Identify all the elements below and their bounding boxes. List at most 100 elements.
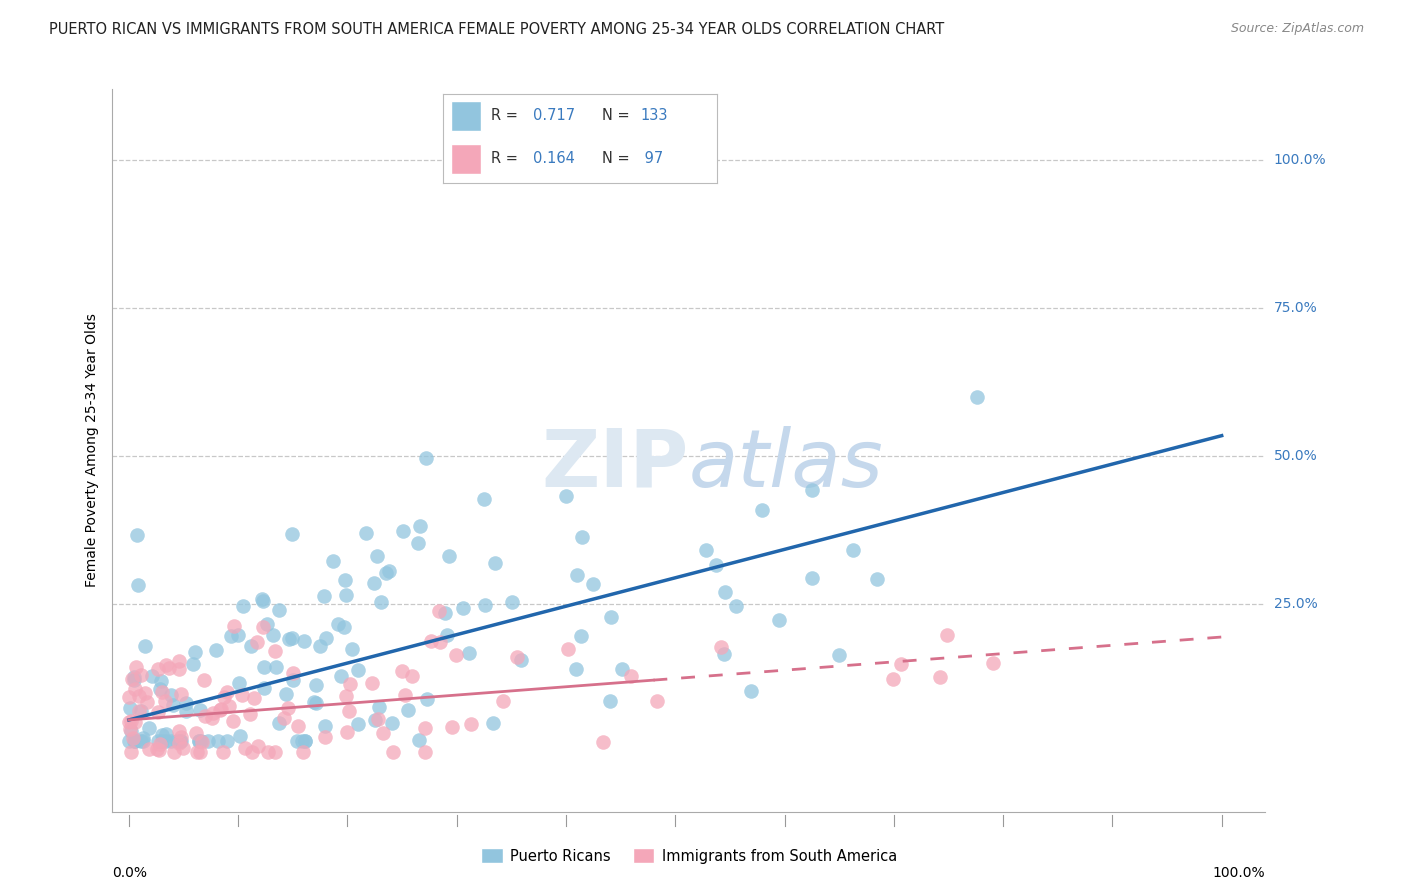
Point (170, 733, 193, 747)
Point (444, 648, 467, 662)
Point (367, 712, 389, 726)
Point (828, 648, 851, 662)
Point (252, 620, 274, 634)
Text: R =: R = (491, 152, 523, 166)
Point (253, 681, 276, 695)
Point (118, 715, 141, 730)
Point (287, 719, 309, 733)
Point (381, 715, 404, 730)
Point (620, 669, 643, 683)
Point (800, 483, 823, 497)
Point (294, 733, 316, 747)
Point (440, 720, 463, 734)
Text: 100.0%: 100.0% (1213, 866, 1265, 880)
Point (335, 689, 357, 703)
Text: atlas: atlas (689, 425, 884, 504)
Point (239, 639, 262, 653)
Point (281, 631, 304, 645)
Point (184, 645, 207, 659)
Point (160, 733, 183, 747)
Point (335, 573, 357, 587)
Point (278, 632, 301, 646)
Point (458, 646, 481, 660)
Point (336, 725, 359, 739)
Point (724, 599, 747, 613)
Point (309, 639, 332, 653)
Point (416, 692, 439, 706)
Point (800, 570, 823, 584)
Point (190, 735, 212, 749)
Point (181, 657, 204, 671)
Point (184, 726, 207, 740)
Point (157, 661, 180, 675)
Point (160, 688, 183, 702)
Point (347, 663, 370, 677)
Text: PUERTO RICAN VS IMMIGRANTS FROM SOUTH AMERICA FEMALE POVERTY AMONG 25-34 YEAR OL: PUERTO RICAN VS IMMIGRANTS FROM SOUTH AM… (49, 22, 945, 37)
Point (433, 606, 456, 620)
Point (134, 686, 156, 700)
Point (363, 575, 385, 590)
Point (610, 662, 633, 676)
Point (314, 589, 336, 603)
Point (740, 684, 762, 698)
Point (510, 653, 533, 667)
Point (240, 746, 263, 760)
Point (294, 733, 316, 747)
Point (205, 642, 228, 657)
Point (415, 450, 437, 465)
Point (250, 592, 273, 607)
Point (170, 687, 193, 701)
Point (429, 635, 451, 649)
Point (219, 629, 242, 643)
Bar (451, 101, 481, 131)
Point (264, 660, 287, 674)
Point (356, 525, 378, 540)
Point (373, 726, 395, 740)
Point (264, 644, 287, 658)
Point (129, 668, 152, 682)
Point (118, 733, 141, 747)
Point (129, 733, 152, 747)
Point (565, 662, 588, 676)
Text: N =: N = (602, 109, 634, 123)
Point (582, 577, 605, 591)
Point (125, 659, 148, 673)
Point (273, 711, 295, 725)
Point (247, 739, 270, 753)
Point (368, 700, 391, 714)
Point (890, 657, 912, 672)
Point (118, 722, 141, 736)
Point (155, 694, 177, 708)
Point (415, 746, 437, 760)
Point (150, 728, 173, 742)
Point (186, 746, 208, 760)
Point (149, 737, 172, 751)
Point (148, 662, 170, 676)
Point (150, 685, 173, 699)
Bar (451, 144, 481, 174)
Point (557, 642, 579, 657)
Point (127, 528, 149, 542)
Point (169, 733, 191, 747)
Point (314, 719, 336, 733)
Point (370, 595, 392, 609)
Point (322, 554, 344, 568)
Point (257, 746, 280, 760)
Point (121, 672, 143, 686)
Point (209, 701, 232, 715)
Point (166, 733, 188, 747)
Point (394, 688, 416, 702)
Point (120, 714, 142, 729)
Point (148, 742, 170, 756)
Point (436, 628, 458, 642)
Point (222, 714, 245, 728)
Point (138, 721, 160, 735)
Point (120, 723, 142, 738)
Point (229, 729, 252, 743)
Point (132, 733, 155, 747)
Y-axis label: Female Poverty Among 25-34 Year Olds: Female Poverty Among 25-34 Year Olds (84, 313, 98, 588)
Point (396, 703, 419, 717)
Point (118, 690, 141, 704)
Point (207, 733, 229, 747)
Point (167, 662, 190, 676)
